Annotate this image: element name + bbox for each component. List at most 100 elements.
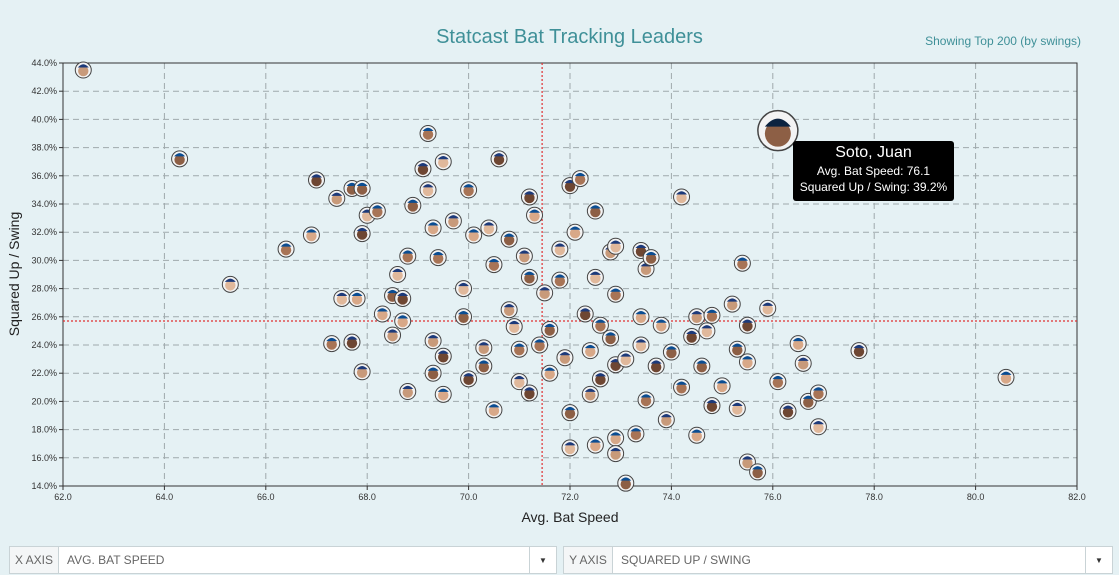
player-point[interactable] bbox=[693, 357, 711, 375]
player-point[interactable] bbox=[713, 377, 731, 395]
player-point[interactable] bbox=[424, 219, 442, 237]
player-point[interactable] bbox=[394, 312, 412, 330]
player-point[interactable] bbox=[343, 333, 361, 351]
player-point[interactable] bbox=[749, 463, 767, 481]
x-axis-select[interactable]: X AXIS AVG. BAT SPEED ▼ bbox=[9, 546, 557, 574]
player-point[interactable] bbox=[586, 436, 604, 454]
player-point[interactable] bbox=[328, 189, 346, 207]
player-point[interactable] bbox=[561, 177, 579, 195]
player-point[interactable] bbox=[607, 237, 625, 255]
player-point[interactable] bbox=[728, 340, 746, 358]
chevron-down-icon[interactable]: ▼ bbox=[1085, 547, 1112, 573]
chevron-down-icon[interactable]: ▼ bbox=[529, 547, 556, 573]
player-point[interactable] bbox=[358, 206, 376, 224]
player-point[interactable] bbox=[541, 320, 559, 338]
player-point[interactable] bbox=[673, 378, 691, 396]
player-point[interactable] bbox=[429, 249, 447, 267]
player-point[interactable] bbox=[688, 308, 706, 326]
player-point[interactable] bbox=[591, 370, 609, 388]
player-point[interactable] bbox=[399, 247, 417, 265]
player-point[interactable] bbox=[551, 240, 569, 258]
player-point[interactable] bbox=[850, 342, 868, 360]
player-point[interactable] bbox=[455, 308, 473, 326]
player-point[interactable] bbox=[556, 349, 574, 367]
player-point[interactable] bbox=[607, 429, 625, 447]
player-point[interactable] bbox=[657, 411, 675, 429]
player-point[interactable] bbox=[221, 275, 239, 293]
player-point[interactable] bbox=[434, 153, 452, 171]
player-point[interactable] bbox=[348, 289, 366, 307]
player-point[interactable] bbox=[617, 474, 635, 492]
player-point[interactable] bbox=[997, 368, 1015, 386]
player-point[interactable] bbox=[703, 397, 721, 415]
player-point[interactable] bbox=[353, 363, 371, 381]
player-point[interactable] bbox=[302, 226, 320, 244]
player-point[interactable] bbox=[353, 225, 371, 243]
player-point[interactable] bbox=[733, 254, 751, 272]
player-point[interactable] bbox=[627, 425, 645, 443]
player-point[interactable] bbox=[520, 188, 538, 206]
player-point[interactable] bbox=[683, 328, 701, 346]
player-point[interactable] bbox=[333, 289, 351, 307]
player-point[interactable] bbox=[434, 347, 452, 365]
player-point[interactable] bbox=[353, 179, 371, 197]
player-point[interactable] bbox=[444, 212, 462, 230]
player-point[interactable] bbox=[394, 289, 412, 307]
player-point[interactable] bbox=[500, 230, 518, 248]
player-point[interactable] bbox=[277, 240, 295, 258]
player-point[interactable] bbox=[526, 206, 544, 224]
player-point[interactable] bbox=[789, 335, 807, 353]
player-point[interactable] bbox=[561, 439, 579, 457]
player-point[interactable] bbox=[586, 268, 604, 286]
player-point[interactable] bbox=[591, 316, 609, 334]
player-point[interactable] bbox=[475, 357, 493, 375]
player-point[interactable] bbox=[809, 384, 827, 402]
player-point[interactable] bbox=[384, 326, 402, 344]
player-point[interactable] bbox=[617, 350, 635, 368]
player-point[interactable] bbox=[607, 285, 625, 303]
player-point[interactable] bbox=[510, 373, 528, 391]
player-point[interactable] bbox=[414, 160, 432, 178]
player-point[interactable] bbox=[531, 336, 549, 354]
player-point[interactable] bbox=[520, 384, 538, 402]
player-point[interactable] bbox=[794, 354, 812, 372]
player-point[interactable] bbox=[632, 336, 650, 354]
player-point[interactable] bbox=[74, 61, 92, 79]
player-point[interactable] bbox=[323, 335, 341, 353]
player-point[interactable] bbox=[642, 249, 660, 267]
x-axis-select-value[interactable]: AVG. BAT SPEED bbox=[67, 553, 165, 567]
player-point[interactable] bbox=[485, 256, 503, 274]
player-point[interactable] bbox=[637, 391, 655, 409]
player-point[interactable] bbox=[373, 305, 391, 323]
player-point[interactable] bbox=[607, 445, 625, 463]
player-point[interactable] bbox=[475, 339, 493, 357]
player-point[interactable] bbox=[424, 332, 442, 350]
player-point[interactable] bbox=[455, 280, 473, 298]
player-point[interactable] bbox=[576, 305, 594, 323]
player-point[interactable] bbox=[465, 226, 483, 244]
player-point[interactable] bbox=[566, 223, 584, 241]
player-point[interactable] bbox=[399, 383, 417, 401]
player-point[interactable] bbox=[652, 316, 670, 334]
player-point[interactable] bbox=[581, 385, 599, 403]
highlighted-player-point[interactable] bbox=[757, 109, 799, 152]
player-point[interactable] bbox=[434, 385, 452, 403]
player-point[interactable] bbox=[536, 284, 554, 302]
player-point[interactable] bbox=[647, 357, 665, 375]
player-point[interactable] bbox=[500, 301, 518, 319]
player-point[interactable] bbox=[424, 364, 442, 382]
player-point[interactable] bbox=[769, 373, 787, 391]
player-point[interactable] bbox=[571, 170, 589, 188]
player-point[interactable] bbox=[308, 171, 325, 189]
player-point[interactable] bbox=[520, 268, 538, 286]
player-point[interactable] bbox=[586, 202, 604, 220]
player-point[interactable] bbox=[728, 399, 746, 417]
player-point[interactable] bbox=[779, 402, 797, 420]
player-point[interactable] bbox=[662, 343, 680, 361]
player-point[interactable] bbox=[607, 356, 625, 374]
player-point[interactable] bbox=[602, 329, 620, 347]
y-axis-select-value[interactable]: SQUARED UP / SWING bbox=[621, 553, 751, 567]
player-point[interactable] bbox=[419, 181, 437, 199]
player-point[interactable] bbox=[460, 181, 478, 199]
player-point[interactable] bbox=[551, 271, 569, 289]
